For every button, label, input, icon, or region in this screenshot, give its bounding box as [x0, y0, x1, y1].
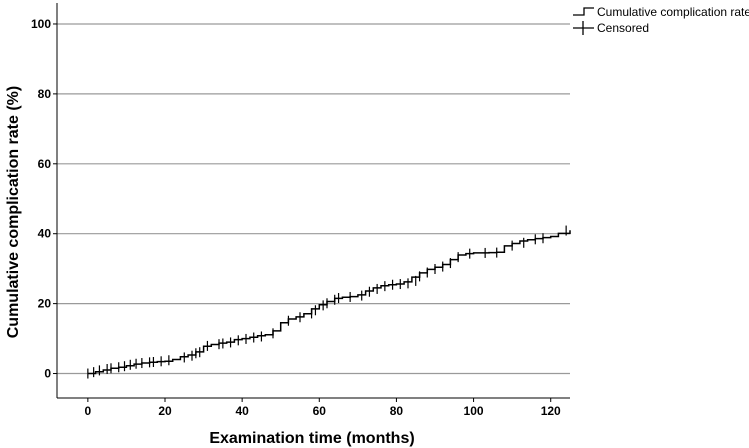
y-tick-label-0: 0	[44, 367, 51, 381]
legend-censor-icon	[573, 21, 594, 35]
y-tick-label-80: 80	[38, 87, 52, 101]
legend-label-series: Cumulative complication rate	[597, 5, 749, 19]
axes	[56, 3, 570, 399]
gridlines	[57, 23, 570, 375]
x-tick-label-20: 20	[158, 404, 172, 418]
y-ticks: 0 20 40 60 80 100	[31, 17, 57, 381]
y-tick-label-60: 60	[38, 157, 52, 171]
y-axis-title: Cumulative complication rate (%)	[5, 86, 22, 339]
x-tick-label-60: 60	[313, 404, 327, 418]
x-tick-label-120: 120	[541, 404, 561, 418]
x-tick-label-100: 100	[464, 404, 484, 418]
legend-step-icon	[573, 7, 594, 16]
legend-label-censored: Censored	[597, 21, 649, 35]
x-tick-label-80: 80	[390, 404, 404, 418]
y-tick-label-40: 40	[38, 227, 52, 241]
legend: Cumulative complication rate Censored	[573, 5, 749, 35]
x-ticks: 0 20 40 60 80 100 120	[85, 398, 561, 418]
x-tick-label-0: 0	[85, 404, 92, 418]
y-tick-label-100: 100	[31, 17, 51, 31]
y-tick-label-20: 20	[38, 297, 52, 311]
censor-markers	[87, 225, 567, 379]
x-axis-title: Examination time (months)	[209, 430, 414, 447]
x-tick-label-40: 40	[235, 404, 249, 418]
